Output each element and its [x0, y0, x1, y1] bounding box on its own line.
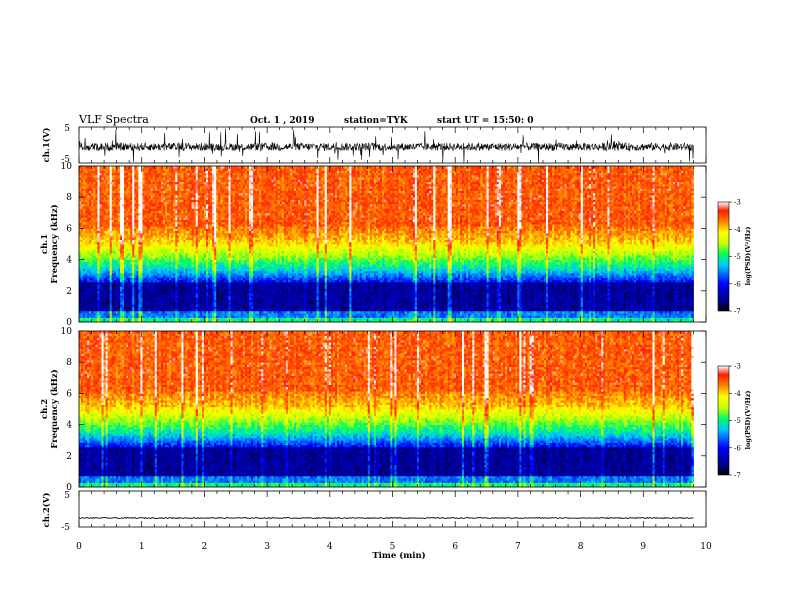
ch1-ytick-5: 5 — [64, 124, 70, 134]
ch1-waveform-ylabel: ch.1(V) — [41, 128, 52, 163]
station-label: station=TYK — [344, 116, 409, 126]
start-time-label: start UT = 15:50: 0 — [437, 116, 534, 126]
ch1-waveform-panel: 5 -5 ch.1(V) — [41, 124, 706, 165]
figure-title: VLF Spectra — [78, 113, 149, 126]
date-label: Oct. 1 , 2019 — [250, 116, 314, 126]
